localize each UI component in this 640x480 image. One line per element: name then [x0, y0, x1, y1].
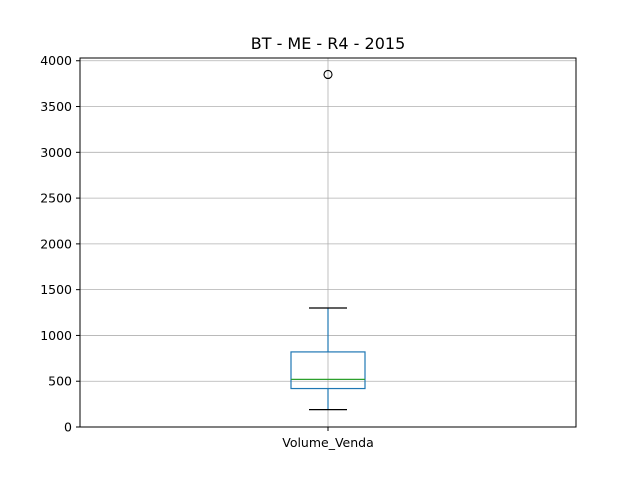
- interquartile-box: [290, 351, 366, 390]
- y-tick-label-8: 4000: [40, 53, 72, 68]
- y-tick-label-1: 500: [48, 374, 72, 389]
- grid-layer: [80, 58, 576, 428]
- y-tick-label-6: 3000: [40, 145, 72, 160]
- axis-layer: 0 500 1000 1500 2000 2500 3000 3500 4000 Volume_V…: [40, 53, 374, 450]
- outlier-point-0: [323, 69, 333, 80]
- x-tick-label-0: Volume_Venda: [282, 435, 374, 450]
- y-tick-label-0: 0: [64, 420, 72, 435]
- y-tick-label-5: 2500: [40, 191, 72, 206]
- y-tick-label-2: 1000: [40, 328, 72, 343]
- y-tick-label-7: 3500: [40, 99, 72, 114]
- chart-title: BT - ME - R4 - 2015: [251, 34, 406, 53]
- y-tick-label-3: 1500: [40, 282, 72, 297]
- marks-layer: [290, 69, 366, 411]
- y-tick-label-4: 2000: [40, 236, 72, 251]
